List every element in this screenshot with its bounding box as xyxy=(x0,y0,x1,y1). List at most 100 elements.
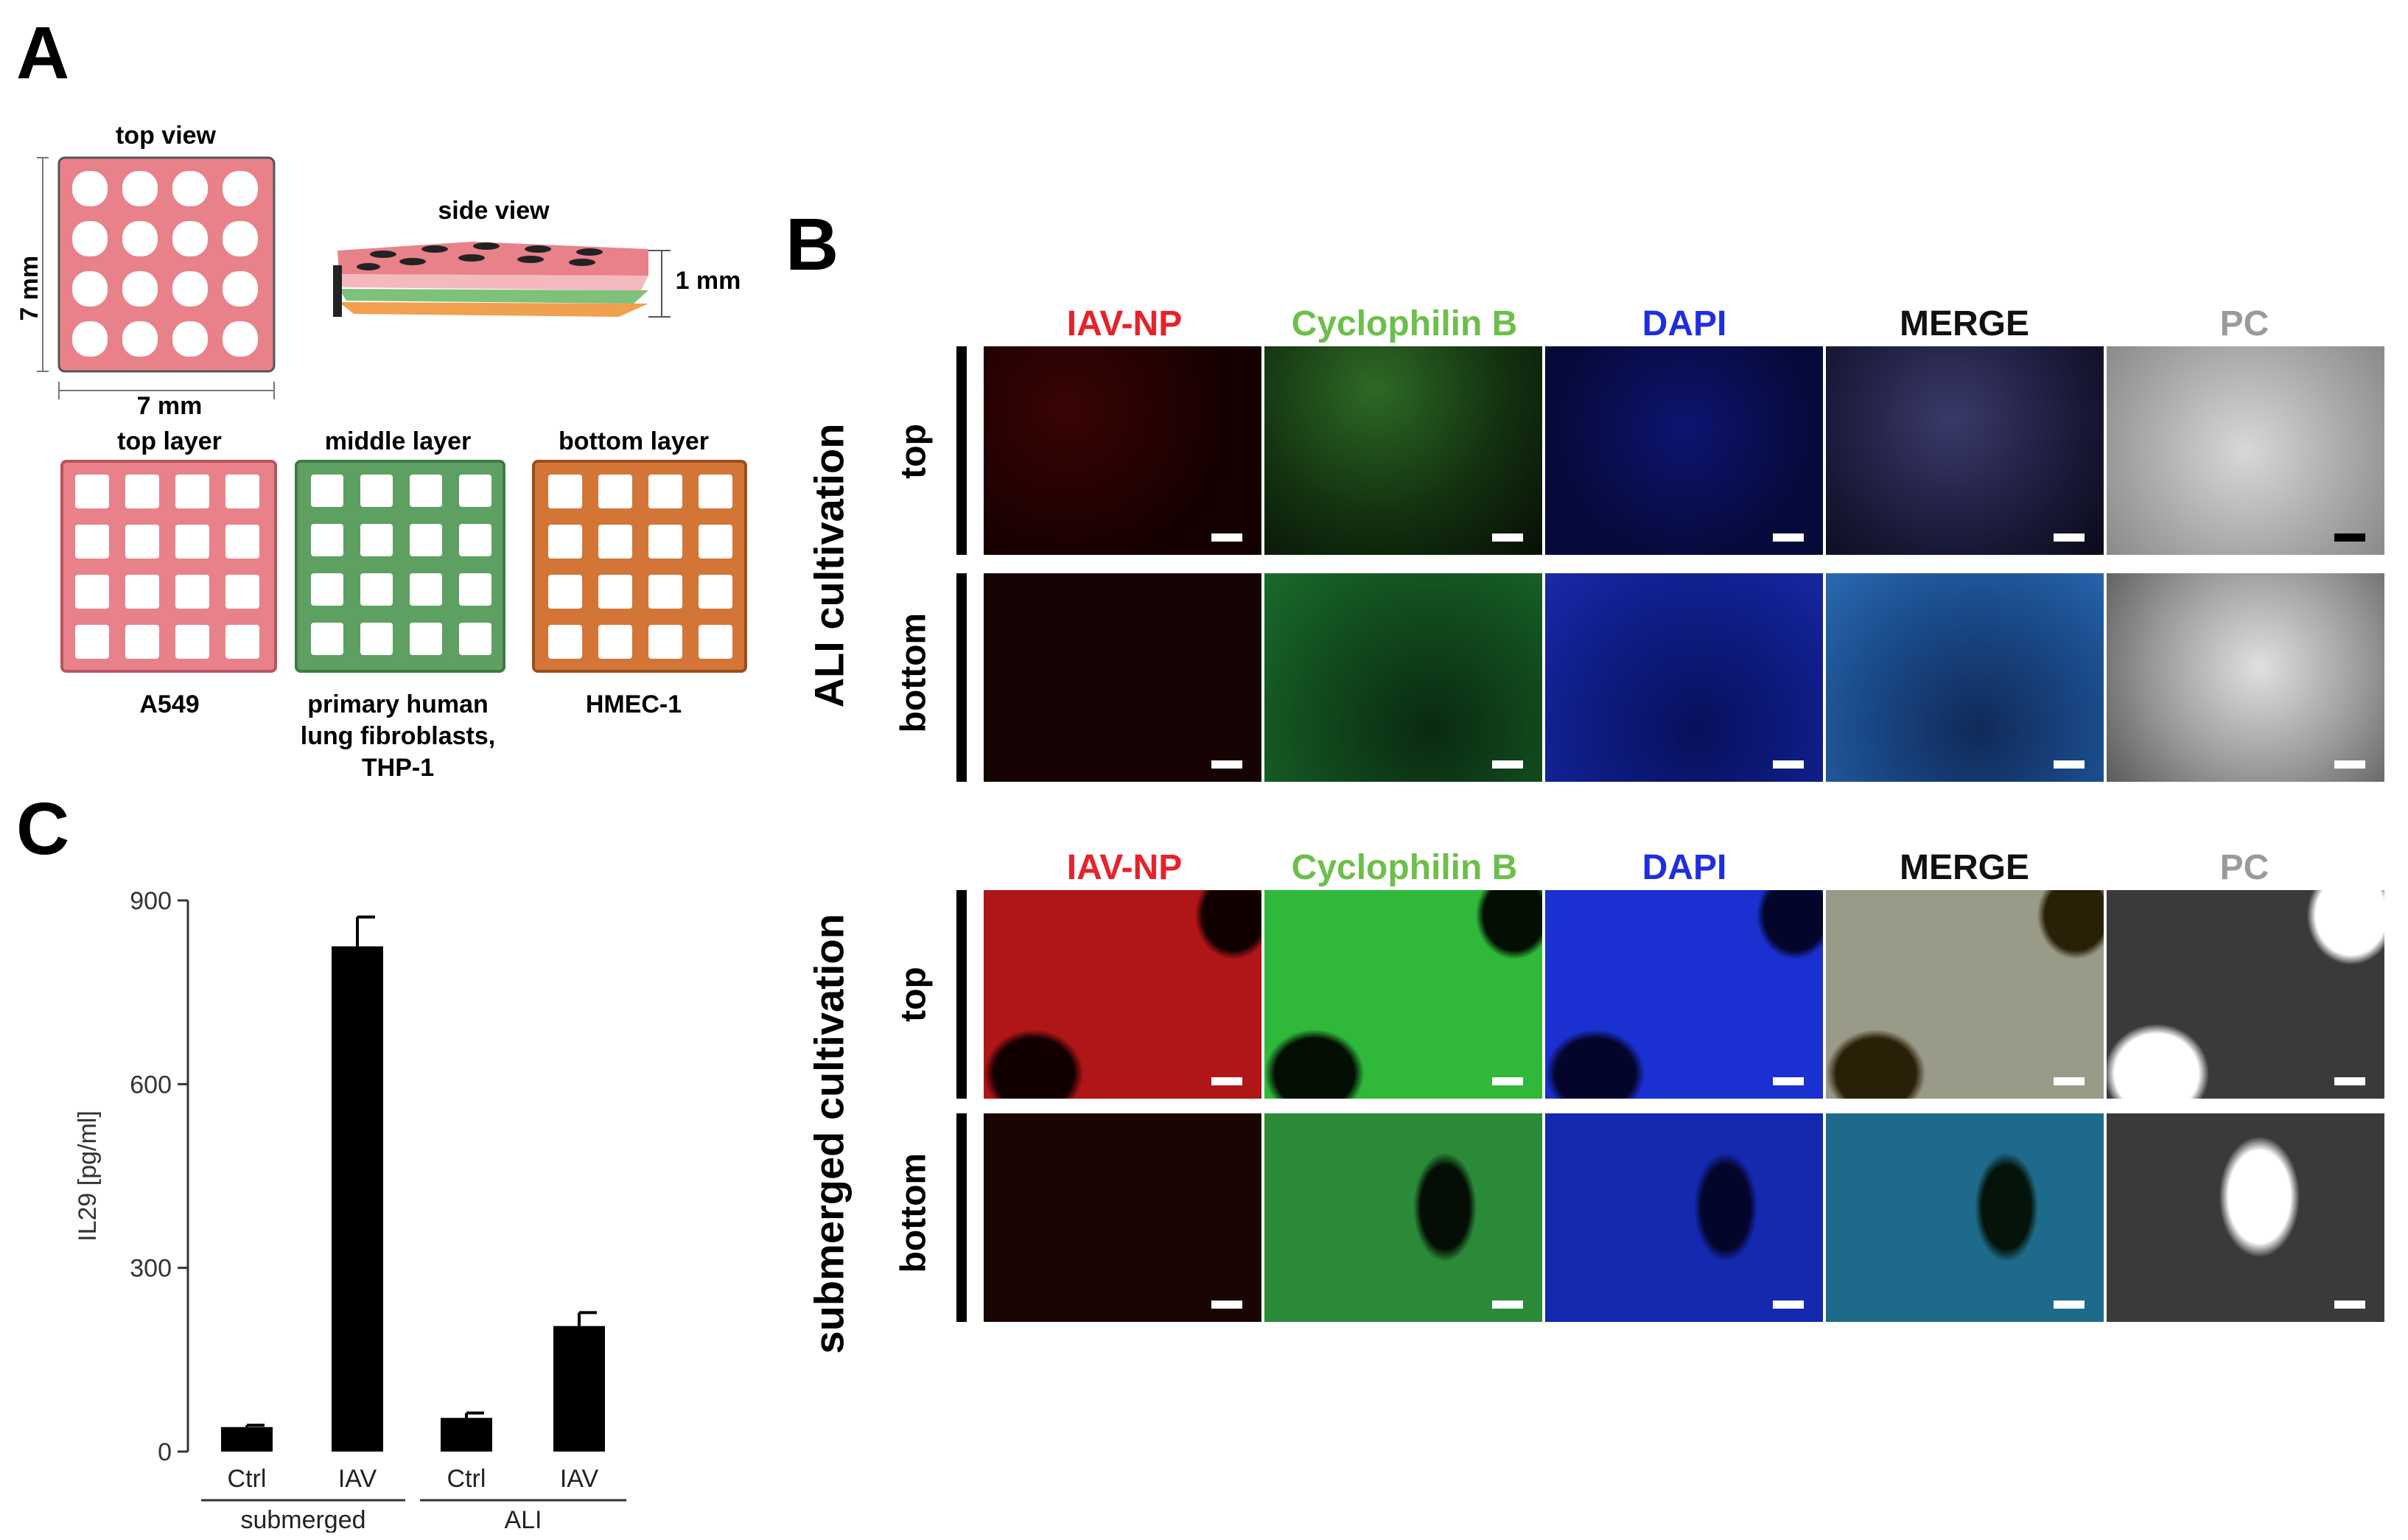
scaffold-hole xyxy=(172,321,208,357)
channel-label-dapi-2: DAPI xyxy=(1642,848,1727,887)
scale-bar xyxy=(1773,1077,1804,1085)
micrograph-sub-bottom-dapi xyxy=(1545,1113,1823,1322)
scaffold-hole xyxy=(223,321,258,357)
scale-bar xyxy=(1492,533,1523,542)
panel-c-letter: C xyxy=(16,788,70,870)
layer-scaffolds xyxy=(60,460,747,673)
scaffold-hole xyxy=(122,171,158,206)
scaffold-hole xyxy=(699,625,732,659)
scale-bar xyxy=(1211,760,1242,769)
scaffold-hole xyxy=(75,525,109,559)
dim-horizontal-label: 7 mm xyxy=(136,392,203,420)
scaffold-hole xyxy=(225,475,259,508)
scale-bar xyxy=(1211,1301,1242,1309)
y-tick-label: 600 xyxy=(130,1071,172,1099)
dim-height-label: 1 mm xyxy=(675,267,741,295)
scaffold-hole xyxy=(311,623,343,655)
scaffold-hole xyxy=(410,623,442,655)
scaffold-hole xyxy=(598,575,632,609)
panel-a-letter: A xyxy=(16,12,70,94)
scaffold-hole xyxy=(360,623,393,655)
bar xyxy=(221,1427,273,1452)
scaffold-hole xyxy=(125,525,159,559)
micrograph-sub-top-dapi xyxy=(1545,890,1823,1099)
layer-cells-bottom: HMEC-1 xyxy=(585,690,682,718)
scale-bar xyxy=(2334,533,2365,542)
scaffold-hole xyxy=(225,525,259,559)
micrograph-sub-top-cyclophilin xyxy=(1264,890,1542,1099)
scaffold-hole xyxy=(175,575,209,609)
scaffold-hole xyxy=(548,525,582,559)
y-tick-label: 0 xyxy=(158,1438,172,1466)
bar xyxy=(441,1418,492,1452)
scale-bar xyxy=(1773,533,1804,542)
scale-bar xyxy=(1773,1301,1804,1309)
scaffold-hole xyxy=(225,575,259,609)
row-label-ali-bottom: bottom xyxy=(894,612,934,733)
micrograph-ali-top-iavnp xyxy=(984,346,1261,555)
scaffold-hole xyxy=(72,321,108,357)
dim-vertical-label: 7 mm xyxy=(15,255,43,321)
micrograph-ali-bottom-iavnp xyxy=(984,573,1261,782)
top-view-label: top view xyxy=(115,122,217,150)
scale-bar xyxy=(1492,1077,1523,1085)
scaffold-hole xyxy=(175,625,209,659)
layer-title-middle: middle layer xyxy=(324,427,472,455)
scaffold-hole xyxy=(459,623,491,655)
channel-label-cyclophilin-1: Cyclophilin B xyxy=(1291,304,1518,343)
scaffold-hole xyxy=(72,221,108,256)
scale-bar xyxy=(1492,1301,1523,1309)
scaffold-hole xyxy=(360,524,393,556)
scaffold-hole xyxy=(548,625,582,659)
scaffold-hole xyxy=(598,625,632,659)
scaffold-hole xyxy=(699,525,732,559)
group-label-ali: ALI cultivation xyxy=(805,423,853,708)
micrograph-sub-bottom-merge xyxy=(1826,1113,2104,1322)
channel-label-iavnp-2: IAV-NP xyxy=(1066,848,1183,887)
scaffold-hole xyxy=(125,625,159,659)
scale-bar xyxy=(1211,533,1242,542)
row-label-sub-bottom: bottom xyxy=(894,1152,934,1273)
scaffold-hole xyxy=(311,524,343,556)
scale-bar xyxy=(1211,1077,1242,1085)
x-tick-label: Ctrl xyxy=(228,1465,267,1493)
y-tick-label: 900 xyxy=(130,887,172,915)
y-tick-label: 300 xyxy=(130,1255,172,1283)
panel-b-letter: B xyxy=(785,203,839,286)
row-bar-ali-bottom xyxy=(956,573,967,782)
scaffold-hole xyxy=(175,475,209,508)
scaffold-hole xyxy=(360,475,393,507)
layer-cells-middle-1: primary human xyxy=(307,690,489,718)
channel-label-cyclophilin-2: Cyclophilin B xyxy=(1291,848,1518,887)
micrograph-ali-top-dapi xyxy=(1545,346,1823,555)
micrograph-ali-bottom-cyclophilin xyxy=(1264,573,1542,782)
scale-bar xyxy=(1492,760,1523,769)
scaffold-hole xyxy=(598,525,632,559)
scaffold-hole xyxy=(459,573,491,606)
scaffold-hole xyxy=(72,171,108,206)
scaffold-hole xyxy=(122,271,158,307)
scaffold-hole xyxy=(223,171,258,206)
micrograph-ali-top-cyclophilin xyxy=(1264,346,1542,555)
scaffold-hole xyxy=(122,221,158,256)
micrograph-ali-bottom-dapi xyxy=(1545,573,1823,782)
top-view-scaffold xyxy=(37,156,276,399)
scale-bar xyxy=(2054,1301,2085,1309)
scaffold-hole xyxy=(699,475,732,508)
layer-title-top: top layer xyxy=(117,427,222,455)
scale-bar xyxy=(2054,760,2085,769)
channel-label-iavnp-1: IAV-NP xyxy=(1066,304,1183,343)
scaffold-hole xyxy=(648,475,682,508)
scaffold-hole xyxy=(360,573,393,606)
row-bar-sub-top xyxy=(956,890,967,1099)
channel-label-pc-1: PC xyxy=(2219,304,2269,343)
channel-label-pc-2: PC xyxy=(2219,848,2269,887)
row-label-sub-top: top xyxy=(894,967,934,1022)
y-axis-label: IL29 [pg/ml] xyxy=(74,1110,102,1242)
scale-bar xyxy=(2334,760,2365,769)
row-label-ali-top: top xyxy=(894,424,934,479)
scaffold-hole xyxy=(175,525,209,559)
scaffold-hole xyxy=(699,575,732,609)
micrograph-sub-bottom-cyclophilin xyxy=(1264,1113,1542,1322)
scaffold-hole xyxy=(648,575,682,609)
